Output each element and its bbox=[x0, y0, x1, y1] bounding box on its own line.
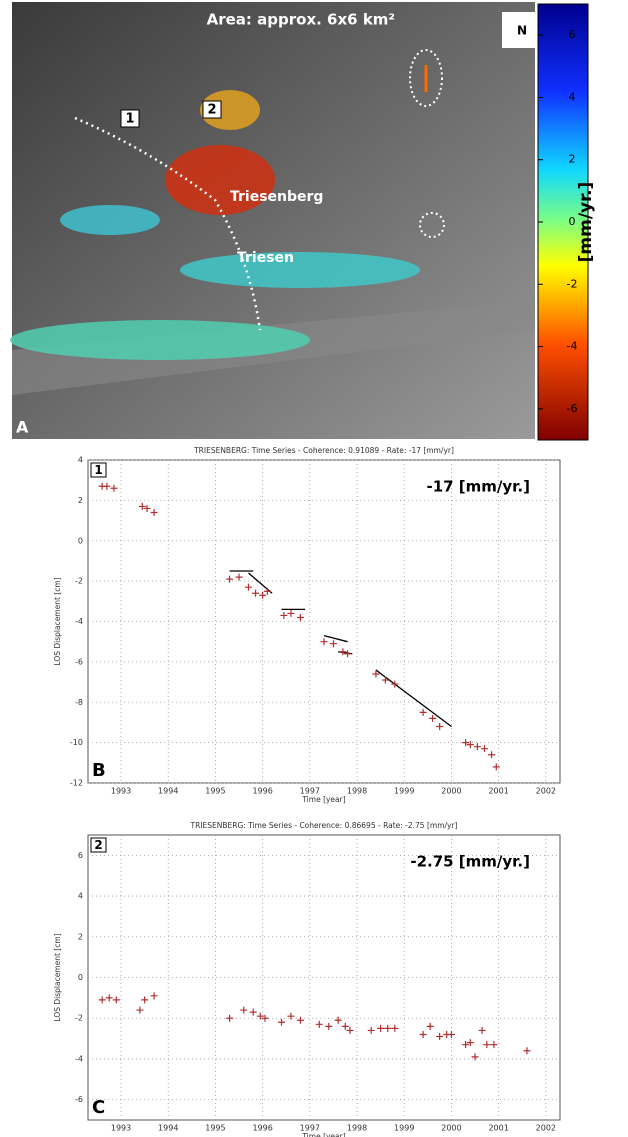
x-tick-label: 1998 bbox=[347, 787, 367, 796]
x-tick-label: 1995 bbox=[205, 1124, 225, 1133]
x-tick-label: 1994 bbox=[158, 1124, 178, 1133]
x-tick-label: 1999 bbox=[394, 787, 414, 796]
y-tick-label: 0 bbox=[78, 536, 83, 545]
marker-label: 2 bbox=[94, 838, 102, 852]
x-tick-label: 1994 bbox=[158, 787, 178, 796]
cyan-cluster bbox=[10, 320, 310, 360]
x-axis-label: Time [year] bbox=[301, 1132, 345, 1137]
colorbar-tick-label: -6 bbox=[567, 402, 578, 415]
panel-label: A bbox=[16, 418, 29, 437]
x-tick-label: 2000 bbox=[441, 1124, 461, 1133]
marker-label: 1 bbox=[94, 463, 102, 477]
y-tick-label: -4 bbox=[75, 1054, 83, 1063]
y-tick-label: -4 bbox=[75, 617, 83, 626]
place-label: Triesen bbox=[237, 250, 294, 266]
area-label: Area: approx. 6x6 km² bbox=[207, 11, 395, 29]
x-tick-label: 1999 bbox=[394, 1124, 414, 1133]
x-tick-label: 2002 bbox=[536, 787, 556, 796]
y-tick-label: 2 bbox=[78, 496, 83, 505]
y-tick-label: 4 bbox=[78, 456, 83, 465]
x-tick-label: 1996 bbox=[252, 787, 272, 796]
y-tick-label: 4 bbox=[78, 892, 83, 901]
y-tick-label: 0 bbox=[78, 973, 83, 982]
y-tick-label: -6 bbox=[75, 657, 83, 666]
colorbar-tick-label: 4 bbox=[569, 90, 576, 103]
x-tick-label: 2002 bbox=[536, 1124, 556, 1133]
y-tick-label: -8 bbox=[75, 698, 83, 707]
charts: TRIESENBERG: Time Series - Coherence: 0.… bbox=[53, 446, 560, 1137]
x-axis-label: Time [year] bbox=[301, 795, 345, 804]
y-tick-label: 6 bbox=[78, 851, 83, 860]
cyan-cluster bbox=[180, 252, 420, 288]
panel-label: B bbox=[92, 760, 106, 781]
north-symbol: N bbox=[517, 24, 527, 38]
y-tick-label: -10 bbox=[70, 738, 83, 747]
chart-title: TRIESENBERG: Time Series - Coherence: 0.… bbox=[193, 446, 454, 455]
panel-label: C bbox=[92, 1097, 105, 1118]
y-tick-label: -6 bbox=[75, 1095, 83, 1104]
marker-label: 1 bbox=[125, 112, 134, 127]
colorbar-tick-label: -4 bbox=[567, 340, 578, 353]
rate-annotation: -2.75 [mm/yr.] bbox=[410, 853, 530, 871]
place-label: Triesenberg bbox=[230, 189, 323, 205]
x-tick-label: 1996 bbox=[252, 1124, 272, 1133]
x-tick-label: 2001 bbox=[488, 1124, 508, 1133]
rate-annotation: -17 [mm/yr.] bbox=[426, 478, 530, 496]
colorbar: [mm/yr.] 6 4 2 0 -2 -4 -6 bbox=[538, 4, 596, 440]
y-tick-label: -2 bbox=[75, 577, 83, 586]
colorbar-tick-label: -2 bbox=[567, 277, 578, 290]
cyan-cluster bbox=[60, 205, 160, 235]
colorbar-tick-label: 6 bbox=[569, 28, 576, 41]
colorbar-tick-label: 0 bbox=[569, 215, 576, 228]
marker-label: 2 bbox=[207, 103, 216, 118]
x-tick-label: 1993 bbox=[111, 787, 131, 796]
y-axis-label: LOS Displacement [cm] bbox=[53, 933, 62, 1021]
colorbar-tick-label: 2 bbox=[569, 153, 576, 166]
x-tick-label: 1998 bbox=[347, 1124, 367, 1133]
y-axis-label: LOS Displacement [cm] bbox=[53, 577, 62, 665]
chart-title: TRIESENBERG: Time Series - Coherence: 0.… bbox=[190, 821, 458, 830]
map-panel: Area: approx. 6x6 km² N 1 2 Triesenberg … bbox=[10, 2, 542, 439]
x-tick-label: 1995 bbox=[205, 787, 225, 796]
x-tick-label: 2000 bbox=[441, 787, 461, 796]
figure: Area: approx. 6x6 km² N 1 2 Triesenberg … bbox=[0, 0, 628, 1137]
y-tick-label: -2 bbox=[75, 1014, 83, 1023]
x-tick-label: 1993 bbox=[111, 1124, 131, 1133]
y-tick-label: 2 bbox=[78, 932, 83, 941]
colorbar-label: [mm/yr.] bbox=[576, 182, 596, 263]
y-tick-label: -12 bbox=[70, 779, 83, 788]
x-tick-label: 2001 bbox=[488, 787, 508, 796]
